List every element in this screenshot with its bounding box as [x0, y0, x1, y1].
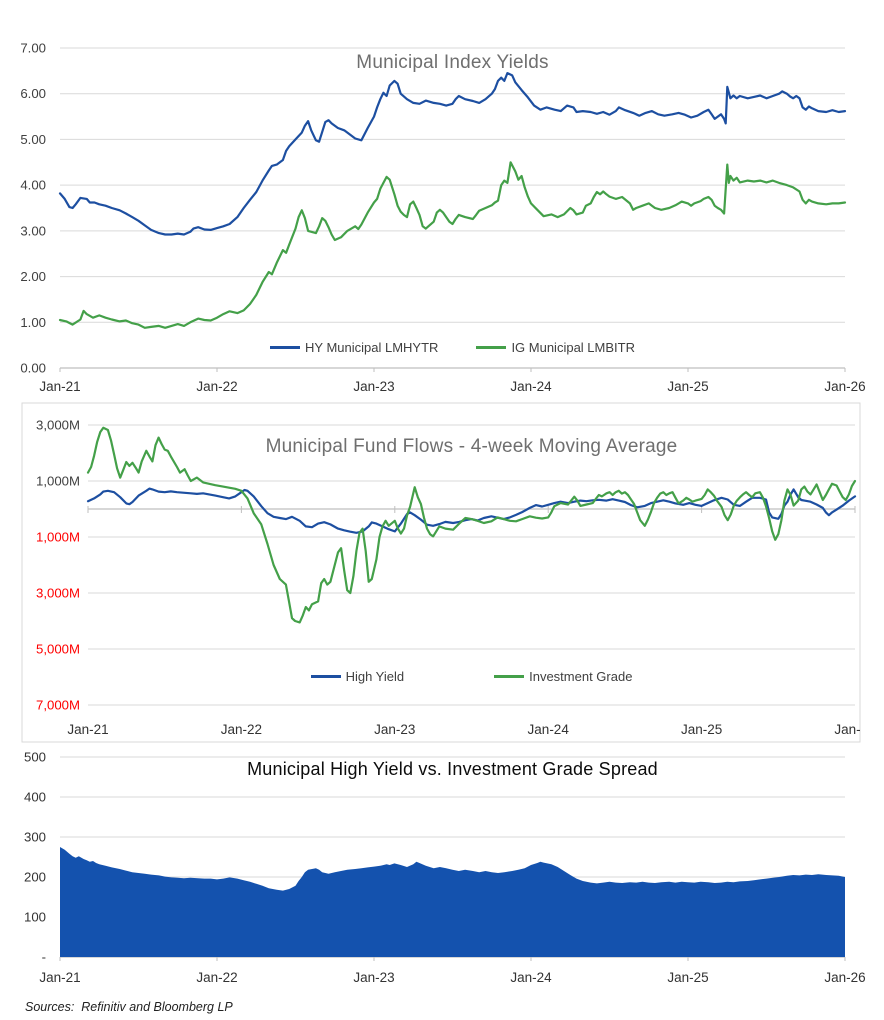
chart-border	[21, 402, 861, 743]
y-tick-label: 3,000M	[36, 418, 80, 433]
spread-chart-title: Municipal High Yield vs. Investment Grad…	[247, 759, 658, 779]
fund-flows-legend: High Yield Investment Grade	[88, 669, 855, 684]
x-tick-label: Jan-24	[510, 970, 552, 985]
x-tick-label: Jan-24	[510, 379, 552, 394]
y-tick-label: 300	[24, 830, 46, 845]
y-tick-label: 1.00	[20, 315, 46, 330]
y-tick-label: 100	[24, 910, 46, 925]
hy-line-swatch	[270, 346, 301, 349]
y-tick-label: -	[42, 950, 46, 965]
legend-item-investment-grade: Investment Grade	[494, 669, 632, 684]
series-line	[58, 71, 847, 236]
x-tick-label: Jan-23	[353, 379, 394, 394]
investment-grade-swatch	[494, 675, 525, 678]
yields-chart-title: Municipal Index Yields	[356, 52, 549, 73]
source-note: Sources: Refinitiv and Bloomberg LP	[25, 1000, 233, 1014]
legend-label: IG Municipal LMBITR	[511, 340, 635, 355]
legend-label: High Yield	[345, 669, 405, 684]
clipped-labels: Jan-21 Jan-22 Jan-23 Jan-24 Jan-25 Jan-26	[67, 722, 875, 737]
y-tick-label: 6.00	[20, 86, 46, 101]
legend-item-high-yield: High Yield	[310, 669, 405, 684]
y-tick-label: 7.00	[20, 41, 46, 56]
x-tick-label: Jan-21	[39, 379, 80, 394]
x-tick-label: Jan-21	[39, 970, 80, 985]
y-tick-label: 7,000M	[36, 698, 80, 713]
x-tick-label: Jan-26	[824, 379, 865, 394]
ig-line-swatch	[476, 346, 507, 349]
legend-item-hy-municipal: HY Municipal LMHYTR	[270, 340, 438, 355]
y-tick-label: 500	[24, 750, 46, 765]
legend-item-ig-municipal: IG Municipal LMBITR	[476, 340, 635, 355]
y-tick-label: 1,000M	[36, 474, 80, 489]
legend-label: HY Municipal LMHYTR	[305, 340, 439, 355]
series-line	[86, 487, 857, 534]
x-tick-label: Jan-22	[221, 722, 262, 737]
x-tick-label: Jan-26	[824, 970, 865, 985]
high-yield-swatch	[310, 675, 341, 678]
y-tick-label: 5.00	[20, 132, 46, 147]
x-tick-label: Jan-21	[67, 722, 108, 737]
y-tick-label: 4.00	[20, 178, 46, 193]
x-tick-label: Jan-22	[196, 379, 237, 394]
legend-label: Investment Grade	[529, 669, 633, 684]
y-tick-label: 200	[24, 870, 46, 885]
x-tick-label: Jan-25	[681, 722, 722, 737]
x-tick-label: Jan-25	[667, 970, 708, 985]
y-tick-label: 2.00	[20, 269, 46, 284]
series-line	[86, 426, 857, 624]
yields-legend: HY Municipal LMHYTR IG Municipal LMBITR	[60, 340, 845, 355]
series-area	[60, 847, 845, 957]
x-tick-label: Jan-25	[667, 379, 708, 394]
x-tick-label: Jan-23	[374, 722, 415, 737]
y-tick-label: 400	[24, 790, 46, 805]
y-tick-label: 0.00	[20, 361, 46, 376]
y-tick-label: 1,000M	[36, 530, 80, 545]
fund-flows-chart-title: Municipal Fund Flows - 4-week Moving Ave…	[265, 436, 678, 457]
y-tick-label: 3,000M	[36, 586, 80, 601]
y-tick-label: 3.00	[20, 223, 46, 238]
y-tick-label: 5,000M	[36, 642, 80, 657]
x-tick-label: Jan-26	[834, 722, 875, 737]
series-line	[58, 161, 847, 329]
x-tick-label: Jan-22	[196, 970, 237, 985]
x-tick-label: Jan-24	[528, 722, 570, 737]
x-tick-label: Jan-23	[353, 970, 394, 985]
